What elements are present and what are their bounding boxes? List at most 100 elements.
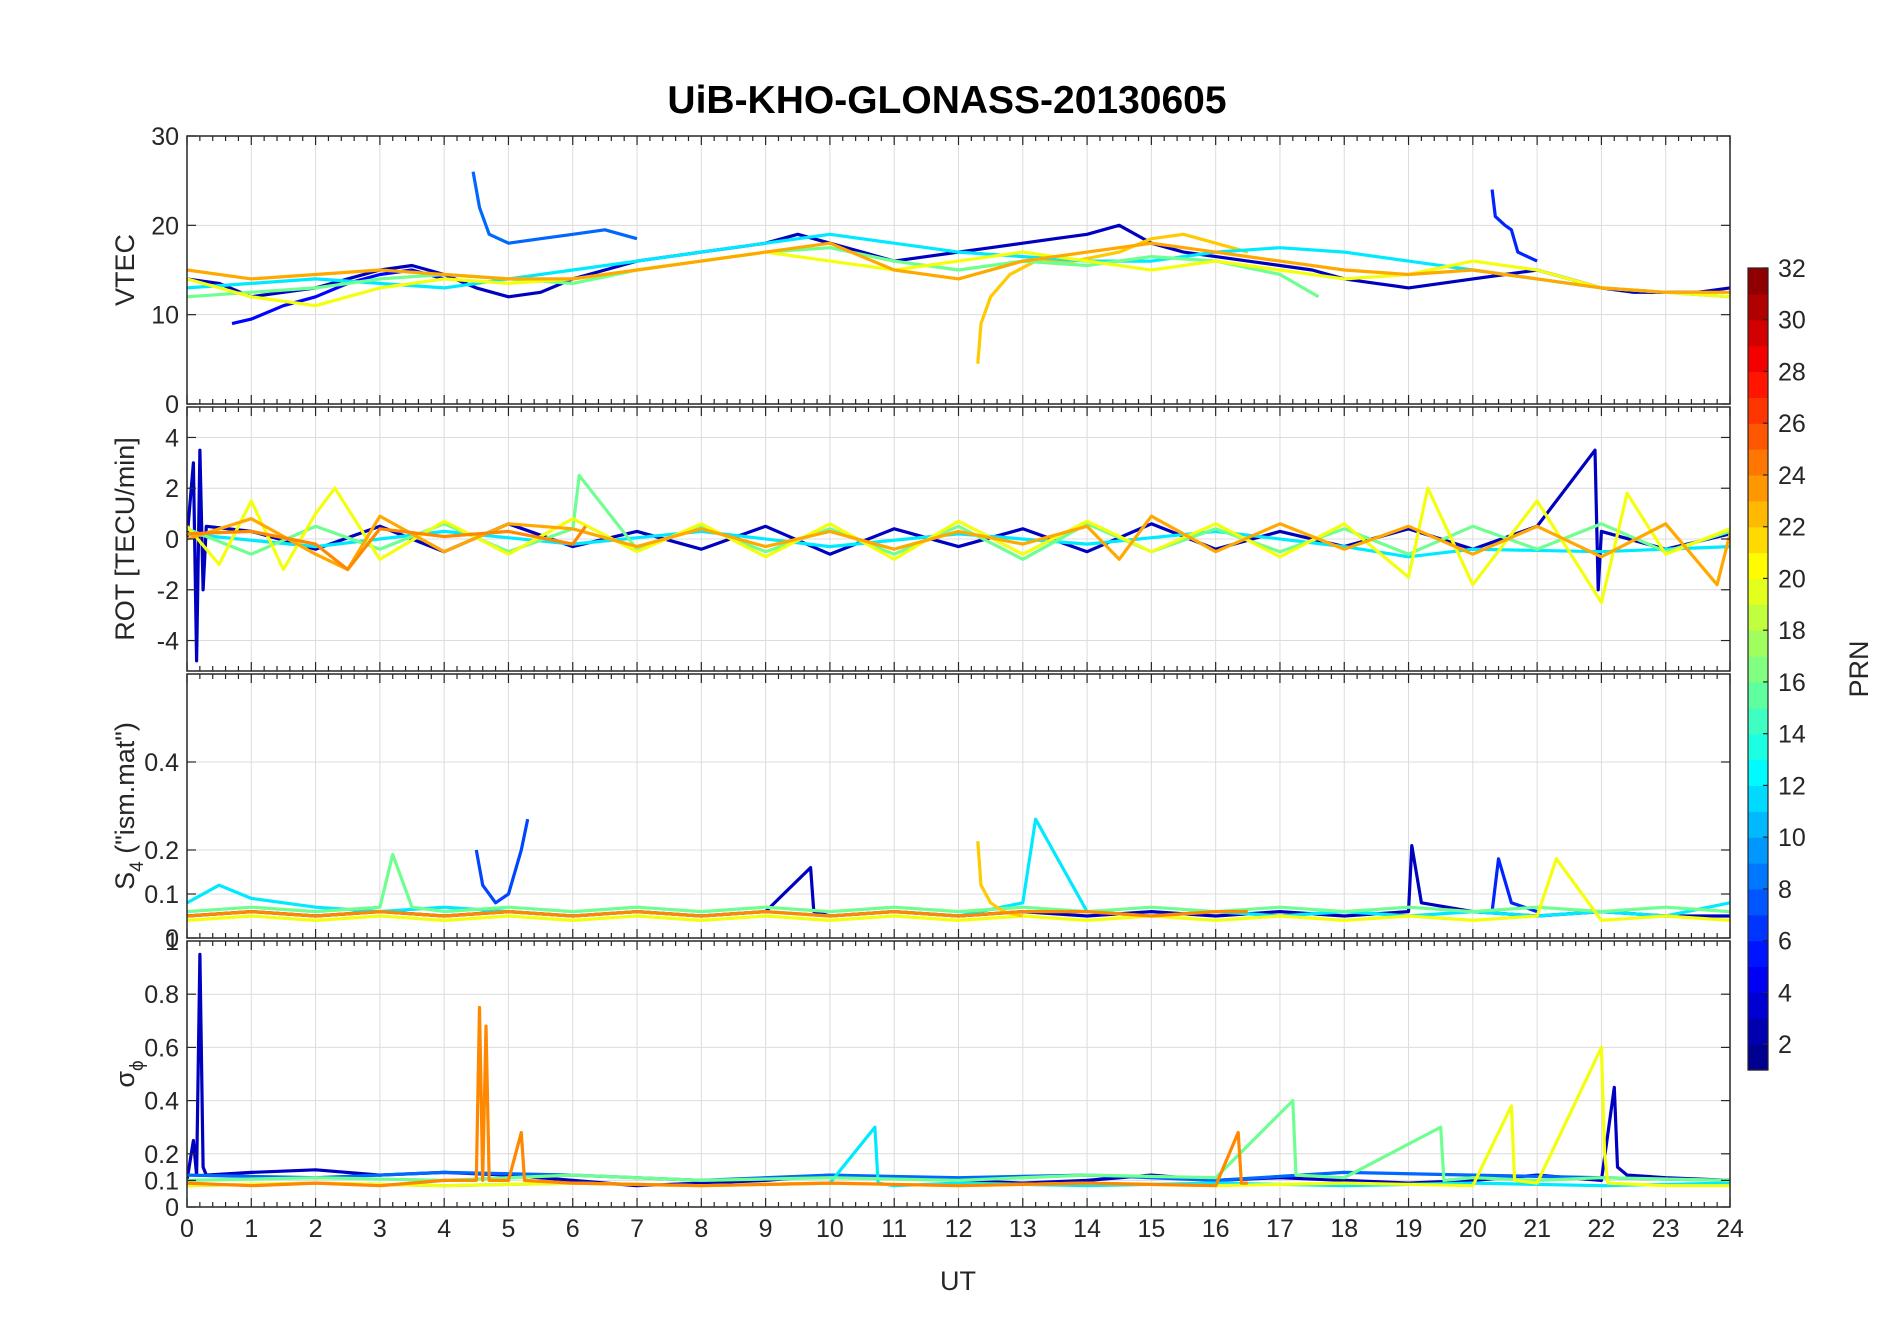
colorbar-frame: [1747, 267, 1769, 1071]
colorbar-tick-label: 22: [1778, 514, 1806, 542]
colorbar-band: [1748, 733, 1768, 761]
x-tick-label: 9: [759, 1215, 773, 1243]
series-line-prn-16: [187, 852, 1730, 914]
x-tick-label: 11: [881, 1215, 907, 1243]
colorbar-tick-label: 4: [1778, 979, 1792, 1007]
series-line-prn-24: [187, 1005, 1248, 1188]
colorbar-tick-label: 32: [1778, 255, 1806, 283]
series-line-prn-8: [187, 1170, 1730, 1182]
y-tick-label: -2: [157, 577, 179, 605]
colorbar-tick-label: 24: [1778, 462, 1806, 490]
x-tick-label: 1: [244, 1215, 258, 1243]
colorbar-band: [1748, 423, 1768, 450]
colorbar-band: [1748, 526, 1768, 554]
colorbar-band: [1748, 578, 1768, 605]
colorbar-band: [1748, 707, 1768, 735]
chart-title: UiB-KHO-GLONASS-20130605: [667, 79, 1226, 122]
colorbar-tick-label: 26: [1778, 410, 1806, 438]
x-tick-label: 7: [630, 1215, 644, 1243]
series-line-prn-23: [187, 241, 1730, 294]
y-tick-label: 10: [151, 302, 179, 330]
y-tick-label: 0.4: [144, 749, 179, 777]
series-line-prn-6: [1490, 189, 1538, 263]
y-tick-label: 0: [165, 391, 179, 419]
colorbar-tick-label: 20: [1778, 565, 1806, 593]
colorbar-band: [1748, 630, 1768, 657]
colorbar-tick-label: 10: [1778, 824, 1806, 852]
colorbar-band: [1748, 604, 1768, 631]
colorbar-tick-label: 16: [1778, 669, 1806, 697]
colorbar-label: PRN: [1844, 640, 1874, 697]
colorbar-band: [1748, 914, 1768, 942]
series-group: [187, 952, 1730, 1188]
series-line-prn-7: [474, 818, 530, 905]
x-tick-label: 23: [1652, 1215, 1680, 1243]
colorbar-band: [1748, 449, 1768, 476]
y-tick-label: 2: [165, 475, 179, 503]
y-tick-label: 0.2: [144, 837, 179, 865]
y-tick-label: 0.1: [144, 881, 179, 909]
y-tick-label: 0: [165, 526, 179, 554]
colorbar-band: [1748, 681, 1768, 709]
colorbar-band: [1748, 785, 1768, 812]
y-tick-label: 0.4: [144, 1088, 179, 1116]
x-tick-label: 15: [1137, 1215, 1165, 1243]
colorbar-tick-label: 12: [1778, 772, 1806, 800]
x-tick-label: 20: [1459, 1215, 1487, 1243]
colorbar-band: [1748, 319, 1768, 347]
colorbar-band: [1748, 656, 1768, 683]
series-group: [187, 817, 1730, 922]
colorbar-band: [1748, 888, 1768, 916]
colorbar-band: [1748, 992, 1768, 1019]
series-line-prn-20: [187, 250, 1730, 308]
x-tick-label: 6: [566, 1215, 580, 1243]
x-tick-label: 10: [816, 1215, 844, 1243]
colorbar-tick-label: 14: [1778, 721, 1806, 749]
x-tick-label: 2: [309, 1215, 323, 1243]
x-tick-label: 22: [1588, 1215, 1616, 1243]
colorbar-tick-label: 2: [1778, 1031, 1792, 1059]
colorbar-band: [1748, 837, 1768, 864]
y-label-sub: 4: [127, 861, 148, 872]
y-axis-label-s4: S4 ("ism.mat"): [110, 722, 148, 890]
colorbar-band: [1748, 293, 1768, 321]
x-tick-label: 4: [437, 1215, 451, 1243]
x-tick-label: 18: [1330, 1215, 1358, 1243]
y-tick-label: 0: [165, 925, 179, 953]
x-tick-label: 24: [1716, 1215, 1744, 1243]
colorbar-band: [1748, 268, 1768, 295]
x-tick-label: 13: [1009, 1215, 1037, 1243]
y-tick-label: 0.2: [144, 1141, 179, 1169]
y-label-main: σ: [110, 1071, 140, 1088]
y-label-sub: ϕ: [127, 1060, 148, 1071]
colorbar-tick-label: 6: [1778, 928, 1792, 956]
x-tick-label: 21: [1523, 1215, 1551, 1243]
x-tick-label: 8: [694, 1215, 708, 1243]
colorbar-band: [1748, 863, 1768, 890]
y-tick-label: 1: [165, 928, 179, 956]
colorbar-band: [1748, 759, 1768, 787]
y-tick-label: 0.8: [144, 981, 179, 1009]
colorbar-tick-label: 30: [1778, 307, 1806, 335]
y-tick-label: 0: [165, 1194, 179, 1222]
series-line-prn-24: [187, 910, 1248, 918]
x-axis-label: UT: [940, 1266, 976, 1296]
series-line-prn-8: [471, 171, 638, 245]
x-tick-label: 14: [1073, 1215, 1101, 1243]
y-tick-label: 0.6: [144, 1034, 179, 1062]
colorbar-band: [1748, 1018, 1768, 1045]
x-tick-label: 5: [502, 1215, 516, 1243]
y-axis-label-sigma: σϕ: [110, 1060, 148, 1087]
y-tick-label: -4: [157, 628, 179, 656]
colorbar-band: [1748, 397, 1768, 424]
y-axis-label-vtec: VTEC: [110, 234, 140, 306]
colorbar-band: [1748, 940, 1768, 968]
colorbar-band: [1748, 474, 1768, 502]
y-axis-label-rot: ROT [TECU/min]: [110, 437, 140, 641]
panel-vtec: 0 10 20 30 VTEC: [110, 123, 1731, 419]
y-tick-label: 0.1: [144, 1167, 179, 1195]
series-group: [187, 171, 1730, 364]
